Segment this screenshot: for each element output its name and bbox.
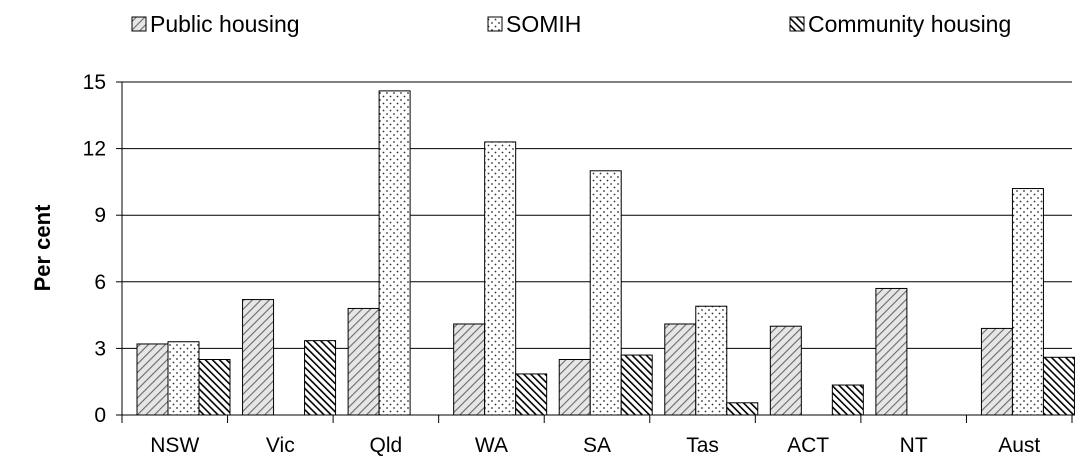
bar-community-housing-wa bbox=[515, 373, 548, 416]
bar-community-housing-nsw bbox=[198, 359, 231, 416]
bars bbox=[136, 90, 1075, 416]
bar-public-housing-act bbox=[769, 325, 802, 416]
bar-somih-nsw bbox=[167, 341, 200, 416]
y-axis-title: Per cent bbox=[30, 204, 55, 291]
x-tick-labels: NSW Vic Qld WA SA Tas ACT NT Aust bbox=[150, 434, 1040, 457]
x-tick-label: Aust bbox=[998, 434, 1040, 457]
legend: Public housing SOMIH Community housing bbox=[131, 11, 1011, 37]
x-tick-label: Qld bbox=[370, 434, 403, 457]
x-tick-label: SA bbox=[583, 434, 611, 457]
legend-item: Community housing bbox=[789, 11, 1011, 37]
legend-item: SOMIH bbox=[487, 11, 581, 37]
bar-public-housing-nt bbox=[875, 287, 908, 416]
legend-item: Public housing bbox=[131, 11, 300, 37]
y-tick-labels: 0 3 6 9 12 15 bbox=[83, 71, 106, 427]
bar-community-housing-sa bbox=[620, 354, 653, 416]
bar-public-housing-aust bbox=[980, 327, 1013, 416]
legend-swatch bbox=[789, 16, 805, 32]
bar-public-housing-qld bbox=[347, 307, 380, 416]
legend-label: Public housing bbox=[150, 11, 300, 37]
legend-label: Community housing bbox=[808, 11, 1011, 37]
x-tick-label: Vic bbox=[266, 434, 295, 457]
y-tick-label: 3 bbox=[94, 337, 106, 360]
axes bbox=[116, 81, 1073, 423]
bar-public-housing-vic bbox=[242, 299, 275, 416]
bar-somih-sa bbox=[589, 170, 622, 416]
bar-public-housing-wa bbox=[453, 323, 486, 416]
bar-community-housing-tas bbox=[726, 402, 759, 416]
y-tick-label: 6 bbox=[94, 271, 106, 294]
legend-label: SOMIH bbox=[506, 11, 581, 37]
bar-somih-aust bbox=[1011, 188, 1044, 416]
legend-swatch bbox=[131, 16, 147, 32]
y-tick-label: 15 bbox=[83, 71, 106, 94]
bar-public-housing-sa bbox=[558, 359, 591, 416]
bar-public-housing-nsw bbox=[136, 343, 169, 416]
x-tick-label: ACT bbox=[787, 434, 829, 457]
x-tick-label: WA bbox=[475, 434, 508, 457]
y-tick-label: 9 bbox=[94, 204, 106, 227]
bar-community-housing-vic bbox=[304, 340, 337, 416]
bar-community-housing-aust bbox=[1042, 356, 1075, 416]
x-tick-label: Tas bbox=[686, 434, 719, 457]
x-tick-label: NSW bbox=[150, 434, 199, 457]
x-tick-label: NT bbox=[900, 434, 928, 457]
y-tick-label: 0 bbox=[94, 404, 106, 427]
y-tick-label: 12 bbox=[83, 138, 106, 161]
legend-swatch bbox=[487, 16, 503, 32]
bar-public-housing-tas bbox=[664, 323, 697, 416]
bar-somih-tas bbox=[695, 305, 728, 416]
bar-somih-wa bbox=[484, 141, 517, 416]
bar-somih-qld bbox=[378, 90, 411, 416]
bar-community-housing-act bbox=[831, 384, 864, 416]
